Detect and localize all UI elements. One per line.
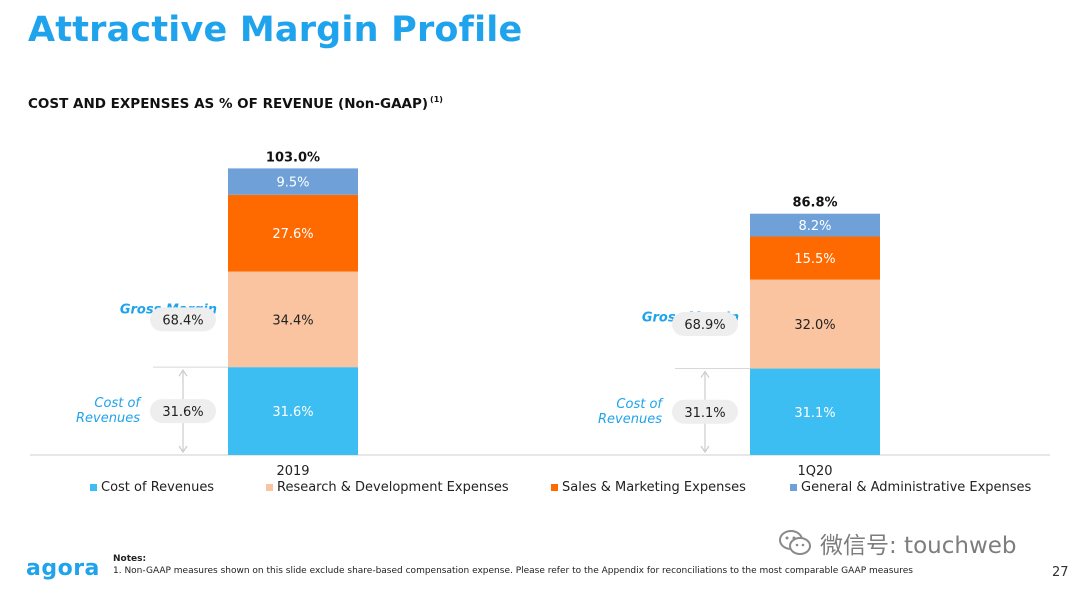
arrow-up-icon [178,369,188,377]
page-number: 27 [1052,565,1069,580]
wechat-watermark: 微信号: touchweb [778,526,1017,560]
gross-margin-value: 68.4% [162,313,203,328]
legend-swatch [551,484,558,491]
legend-swatch [266,484,273,491]
gross-margin-pill [150,307,216,332]
cost-label-line: Revenues [598,412,662,427]
legend-swatch [90,484,97,491]
note-item: 1. Non-GAAP measures shown on this slide… [113,566,913,576]
subtitle-text: COST AND EXPENSES AS % OF REVENUE (Non-G… [28,96,429,112]
cost-of-revenues-value: 31.6% [162,405,203,420]
cost-of-revenues-label: Cost of Revenues [598,397,664,427]
notes-section: Notes: 1. Non-GAAP measures shown on thi… [113,553,913,577]
footnote-ref: (1) [430,95,443,104]
bar-total-label: 86.8% [792,196,837,211]
bar-segment-sales-marketing-expenses [750,236,880,280]
cost-of-revenues-pill [150,399,216,424]
bar-data-label: 9.5% [276,176,309,191]
agora-logo: agora [26,556,100,581]
legend-label: Sales & Marketing Expenses [562,480,746,495]
wechat-icon [779,530,811,555]
bar-segment-general-administrative-expenses [750,213,880,237]
bar-segment-research-development-expenses [228,271,358,368]
cost-label-line: Revenues [76,411,140,426]
gross-margin-value: 68.9% [684,318,725,333]
bar-total-label: 103.0% [266,150,320,165]
bar-data-label: 31.1% [794,406,835,421]
cost-label-line: Cost of [616,397,664,412]
cost-of-revenues-value: 31.1% [684,406,725,421]
arrow-down-icon [700,445,710,454]
arrow-up-icon [700,370,710,378]
legend-label: General & Administrative Expenses [801,480,1032,495]
cost-of-revenues-pill [672,399,738,424]
legend-label: Research & Development Expenses [277,480,509,495]
legend-item: General & Administrative Expenses [790,480,1031,495]
bar-segment-research-development-expenses [750,279,880,369]
arrow-down-icon [178,445,188,454]
bar-segment-general-administrative-expenses [228,168,358,195]
x-tick-label: 2019 [276,464,309,479]
stacked-bar-chart: 31.6% 34.4% 27.6% 9.5% 103.0% 2019 31.1% 32.0% 1… [30,150,1050,479]
bar-data-label: 32.0% [794,318,835,333]
bar-data-label: 27.6% [272,227,313,242]
bar-data-label: 15.5% [794,252,835,267]
legend-item: Cost of Revenues [90,480,214,495]
gross-margin-pill [672,312,738,337]
page-title: Attractive Margin Profile [28,10,523,50]
bar-segment-sales-marketing-expenses [228,194,358,272]
cost-of-revenues-label: Cost of Revenues [76,396,142,426]
x-tick-label: 1Q20 [797,464,832,479]
legend-item: Sales & Marketing Expenses [551,480,746,495]
watermark-text: 微信号: touchweb [820,533,1017,559]
bar-segment-cost-of-revenues [228,367,358,455]
legend-swatch [790,484,797,491]
bar-data-label: 34.4% [272,313,313,328]
legend-item: Research & Development Expenses [266,480,509,495]
cost-label-line: Cost of [94,396,142,411]
bar-data-label: 31.6% [272,405,313,420]
chart-legend: Cost of Revenues Research & Development E… [0,480,1080,500]
bar-segment-cost-of-revenues [750,368,880,455]
bar-data-label: 8.2% [798,219,831,234]
legend-label: Cost of Revenues [101,480,215,495]
chart-subtitle: COST AND EXPENSES AS % OF REVENUE (Non-G… [28,95,443,112]
notes-heading: Notes: [113,554,147,564]
